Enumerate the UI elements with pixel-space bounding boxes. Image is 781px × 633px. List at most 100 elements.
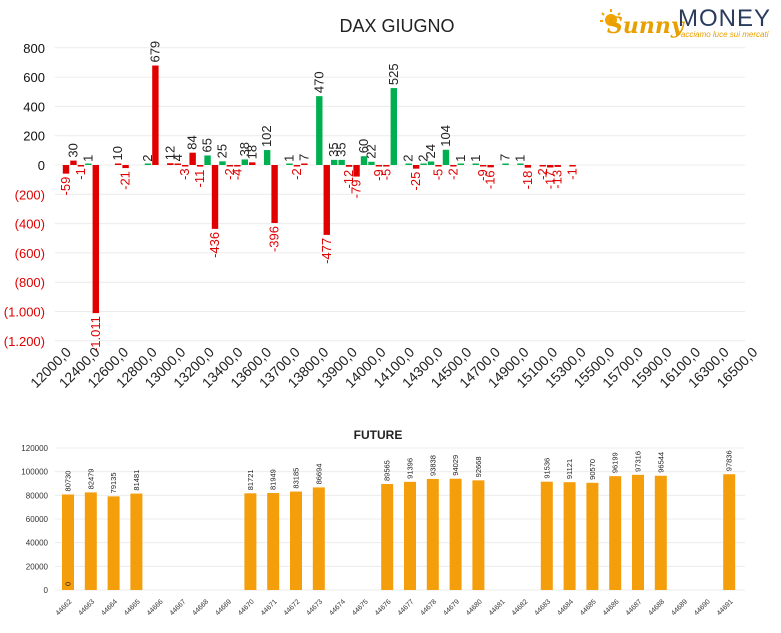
future-x-tick-label: 44671 xyxy=(260,598,279,617)
logo-tagline: Facciamo luce sui mercati xyxy=(676,30,769,39)
future-data-label: 96199 xyxy=(611,452,620,473)
dax-bar xyxy=(219,161,226,165)
dax-data-label: -396 xyxy=(267,226,282,252)
dax-data-label: 2 xyxy=(416,154,431,161)
future-bar xyxy=(267,493,280,590)
future-x-tick-label: 44689 xyxy=(670,598,689,617)
dax-data-label: 35 xyxy=(326,142,341,156)
dax-data-label: -1 xyxy=(565,168,580,180)
future-bar xyxy=(563,482,576,590)
future-data-label: 97316 xyxy=(634,451,643,472)
dax-data-label: 18 xyxy=(244,145,259,159)
future-bar xyxy=(130,493,143,590)
dax-y-tick-label: (400) xyxy=(15,217,45,232)
dax-bars xyxy=(62,65,576,314)
future-bar xyxy=(586,482,599,590)
dax-y-tick-label: 800 xyxy=(23,41,45,56)
future-x-tick-label: 44666 xyxy=(146,598,165,617)
dax-data-label: 470 xyxy=(311,71,326,93)
dax-data-label: 7 xyxy=(498,154,513,161)
dax-bar xyxy=(182,165,189,167)
dax-bar xyxy=(442,149,450,165)
dax-data-label: -2 xyxy=(535,168,550,180)
dax-data-label: 30 xyxy=(65,143,80,157)
dax-data-label: 84 xyxy=(185,135,200,149)
dax-data-label: -9 xyxy=(475,169,490,181)
future-bar xyxy=(723,474,736,590)
dax-data-label: -1 xyxy=(73,168,88,180)
future-x-tick-label: 44685 xyxy=(579,598,598,617)
future-x-tick-label: 44681 xyxy=(488,598,507,617)
dax-y-tick-label: (200) xyxy=(15,187,45,202)
future-bar xyxy=(107,496,120,590)
future-bar xyxy=(404,481,416,590)
dax-y-tick-label: 200 xyxy=(23,129,45,144)
future-x-tick-label: 44662 xyxy=(55,598,74,617)
dax-bar xyxy=(360,156,368,165)
future-data-label: 91536 xyxy=(542,458,551,479)
future-bar xyxy=(426,478,439,590)
dax-data-label: 38 xyxy=(237,142,252,156)
dax-bar xyxy=(204,155,211,165)
dax-data-label: 1 xyxy=(282,155,297,162)
dax-data-label: 679 xyxy=(147,41,162,63)
future-chart-title: FUTURE xyxy=(354,428,403,442)
dax-bar xyxy=(316,96,323,165)
future-x-tick-label: 44678 xyxy=(419,598,438,617)
dax-data-label: -5 xyxy=(431,169,446,181)
future-data-label: 81949 xyxy=(269,469,278,490)
future-bar xyxy=(632,474,644,590)
dax-bar xyxy=(502,163,509,165)
dax-bar xyxy=(405,163,412,165)
future-data-label: 94029 xyxy=(451,455,460,476)
dax-data-label: 25 xyxy=(214,144,229,158)
dax-bar xyxy=(435,165,442,167)
dax-bar xyxy=(286,163,293,165)
dax-bar xyxy=(62,165,70,174)
future-bars xyxy=(62,474,736,590)
future-bar xyxy=(312,487,325,590)
dax-bar xyxy=(189,152,196,165)
dax-bar xyxy=(554,165,561,167)
dax-bar xyxy=(487,165,494,168)
dax-bar xyxy=(547,165,554,168)
dax-data-label: -59 xyxy=(58,177,73,196)
future-data-label: 83185 xyxy=(292,468,301,489)
dax-bar xyxy=(226,165,234,167)
future-extra-label: 0 xyxy=(64,582,73,586)
dax-bar xyxy=(472,163,479,165)
future-x-tick-label: 44690 xyxy=(693,598,712,617)
dax-data-label: -79 xyxy=(349,180,364,199)
future-data-label: 90570 xyxy=(588,459,597,480)
logo-sunny-text: Sunny xyxy=(607,13,686,39)
dax-data-label: -21 xyxy=(118,171,133,190)
dax-bar xyxy=(390,88,397,165)
dax-data-label: 102 xyxy=(259,125,274,147)
future-x-tick-label: 44677 xyxy=(397,598,416,617)
dax-bar xyxy=(92,165,99,314)
dax-data-label: 60 xyxy=(356,139,371,153)
dax-bar xyxy=(450,165,457,167)
dax-data-label: -2 xyxy=(289,168,304,180)
sun-icon xyxy=(600,9,621,26)
dax-bar xyxy=(375,165,383,167)
dax-y-tick-label: (1.200) xyxy=(4,334,45,349)
dax-bar xyxy=(152,65,159,165)
future-x-tick-label: 44682 xyxy=(511,598,530,617)
dax-data-label: -2 xyxy=(222,168,237,180)
dax-bar xyxy=(271,165,278,224)
dax-bar xyxy=(383,165,390,167)
dax-y-axis: 800 600 400 200 0 (200) (400) (600) (800) (1.000)… xyxy=(4,41,45,349)
future-x-tick-label: 44664 xyxy=(100,598,119,617)
dax-data-label: 65 xyxy=(200,138,215,152)
dax-y-tick-label: 0 xyxy=(38,158,45,173)
future-bar xyxy=(449,478,462,590)
dax-bar xyxy=(323,165,330,235)
dax-bar xyxy=(524,165,532,168)
future-bar xyxy=(609,476,622,590)
dax-data-label: -18 xyxy=(520,171,535,190)
dax-data-labels: -5930-11-1.01110-212679124-384-1165-4362… xyxy=(58,41,580,352)
future-data-label: 79135 xyxy=(109,472,118,493)
dax-data-label: -12 xyxy=(341,170,356,189)
